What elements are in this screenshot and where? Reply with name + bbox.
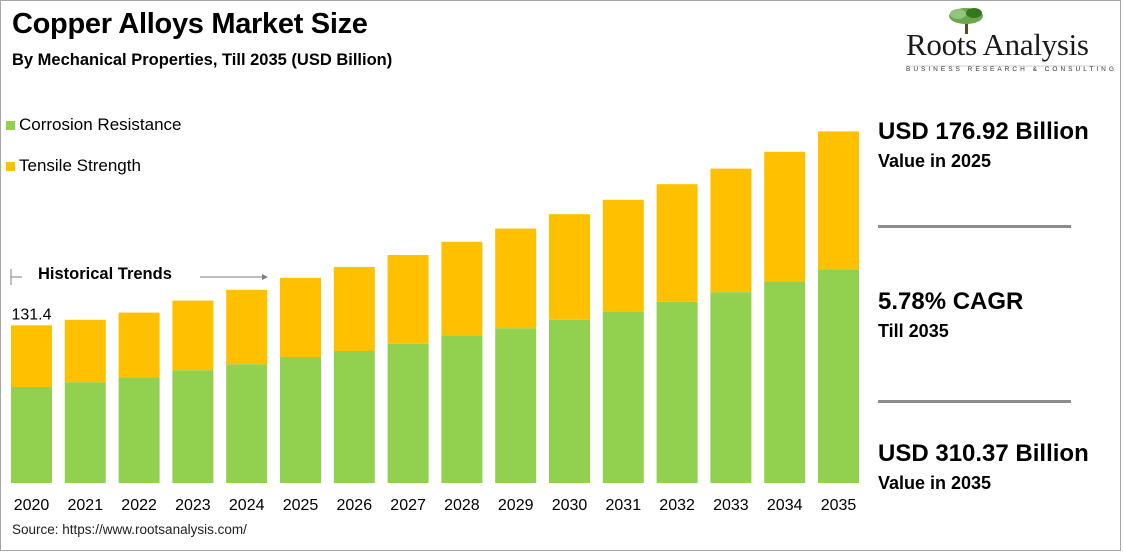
- bar-corrosion-2031: [602, 311, 644, 483]
- bar-corrosion-2023: [172, 370, 214, 483]
- kpi-value-2025: USD 176.92 Billion: [878, 118, 1089, 145]
- bar-tensile-2020: [11, 325, 52, 387]
- bar-tensile-2034: [764, 151, 806, 282]
- x-tick-label-2021: 2021: [68, 497, 104, 514]
- chart-subtitle: By Mechanical Properties, Till 2035 (USD…: [12, 51, 393, 69]
- bar-tensile-2021: [64, 319, 106, 383]
- kpi-label-2035: Value in 2035: [878, 473, 992, 493]
- bar-corrosion-2030: [549, 319, 590, 483]
- historical-trends-label: Historical Trends: [38, 265, 172, 283]
- logo-tagline: BUSINESS RESEARCH & CONSULTING: [906, 66, 1117, 73]
- data-labels: 131.4: [11, 306, 51, 323]
- x-tick-label-2024: 2024: [229, 497, 265, 514]
- x-tick-label-2032: 2032: [659, 497, 695, 514]
- x-tick-label-2025: 2025: [283, 497, 319, 514]
- kpi-label-cagr: Till 2035: [878, 321, 949, 341]
- bar-corrosion-2025: [280, 357, 321, 483]
- bar-corrosion-2033: [710, 292, 752, 483]
- x-tick-label-2033: 2033: [713, 497, 749, 514]
- kpi-label-2025: Value in 2025: [878, 151, 992, 171]
- bar-corrosion-2026: [333, 351, 375, 483]
- bar-tensile-2035: [818, 131, 859, 270]
- bar-corrosion-2020: [11, 387, 52, 483]
- bar-tensile-2031: [602, 199, 644, 312]
- legend-swatch-tensile: [6, 161, 15, 171]
- bar-corrosion-2035: [818, 269, 859, 483]
- chart-title: Copper Alloys Market Size: [12, 8, 368, 40]
- tree-icon: [906, 8, 1106, 67]
- bar-tensile-2025: [280, 277, 321, 357]
- logo-name: Roots Analysis: [906, 27, 1089, 62]
- bar-tensile-2032: [656, 184, 698, 302]
- x-tick-label-2029: 2029: [498, 497, 534, 514]
- bar-tensile-2033: [710, 168, 752, 293]
- bar-corrosion-2029: [495, 328, 537, 483]
- source-note: Source: https://www.rootsanalysis.com/: [12, 522, 247, 537]
- bar-tensile-2024: [226, 289, 268, 365]
- bar-tensile-2027: [387, 255, 429, 344]
- x-tick-label-2034: 2034: [767, 497, 803, 514]
- x-tick-label-2026: 2026: [337, 497, 373, 514]
- legend-swatch-corrosion: [6, 120, 15, 130]
- bar-tensile-2028: [441, 241, 483, 336]
- bar-corrosion-2034: [764, 281, 806, 483]
- x-tick-label-2031: 2031: [606, 497, 642, 514]
- legend-item-corrosion: Corrosion Resistance: [6, 115, 182, 135]
- x-tick-label-2035: 2035: [821, 497, 857, 514]
- x-tick-label-2020: 2020: [14, 497, 50, 514]
- x-tick-label-2023: 2023: [175, 497, 211, 514]
- bar-tensile-2029: [495, 228, 537, 329]
- bar-corrosion-2028: [441, 335, 483, 483]
- stacked-bar-chart: 2020 2021 2022 2023 2024 2025 2026 2027 2028 2029…: [10, 131, 859, 514]
- bar-corrosion-2022: [118, 377, 160, 483]
- data-label-2020: 131.4: [11, 306, 51, 323]
- historical-trends-arrow: [10, 269, 268, 285]
- legend-label-tensile: Tensile Strength: [19, 156, 141, 175]
- bar-corrosion-2032: [656, 301, 698, 483]
- bar-tensile-2022: [118, 312, 160, 378]
- legend-item-tensile: Tensile Strength: [6, 156, 141, 176]
- x-axis-labels: 2020 2021 2022 2023 2024 2025 2026 2027 2028 2029…: [14, 497, 857, 514]
- kpi-value-2035: USD 310.37 Billion: [878, 440, 1089, 467]
- kpi-value-cagr: 5.78% CAGR: [878, 288, 1024, 315]
- x-tick-label-2030: 2030: [552, 497, 588, 514]
- bar-corrosion-2021: [64, 382, 106, 483]
- kpi-divider-2: [878, 400, 1071, 403]
- x-tick-label-2022: 2022: [121, 497, 157, 514]
- bar-corrosion-2024: [226, 364, 268, 483]
- x-tick-label-2028: 2028: [444, 497, 480, 514]
- kpi-divider-1: [878, 225, 1071, 228]
- legend-label-corrosion: Corrosion Resistance: [19, 115, 182, 134]
- x-tick-label-2027: 2027: [390, 497, 426, 514]
- bar-corrosion-2027: [387, 343, 429, 483]
- bar-tensile-2030: [549, 214, 590, 320]
- bar-tensile-2023: [172, 300, 214, 371]
- bar-group: [11, 131, 859, 483]
- bar-tensile-2026: [333, 267, 375, 351]
